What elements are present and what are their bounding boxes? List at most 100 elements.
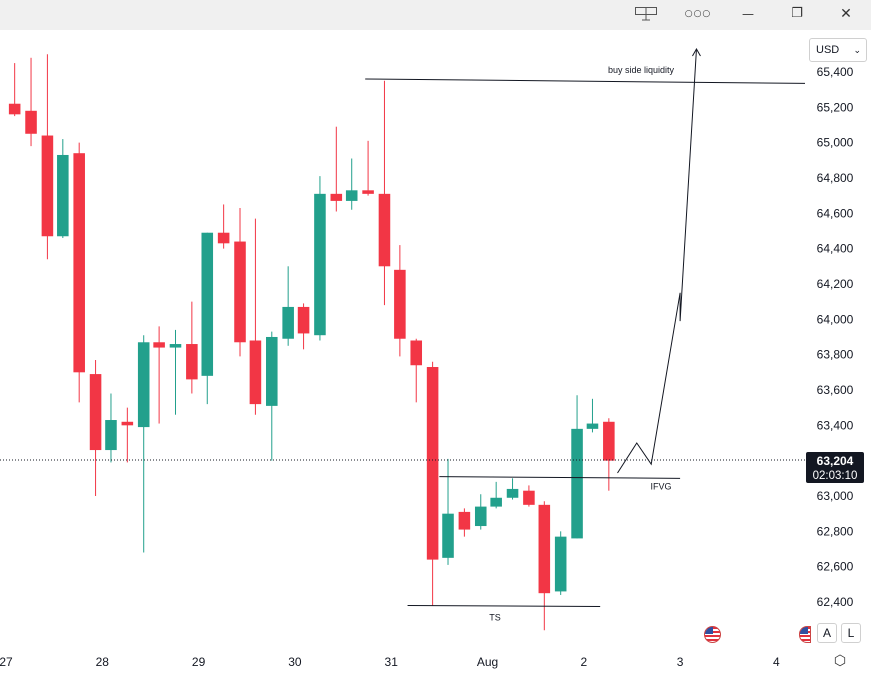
candle — [105, 393, 117, 463]
candle-body — [121, 421, 134, 426]
candle-body — [297, 306, 310, 334]
price-tick-label: 63,400 — [817, 418, 854, 432]
minimize-icon[interactable]: — — [742, 7, 754, 21]
ts-line — [407, 605, 601, 607]
candle — [571, 395, 583, 539]
candle-body — [234, 241, 246, 343]
more-icon[interactable]: ○○○ — [684, 9, 712, 19]
candle-body — [186, 344, 198, 380]
last-price-tag: 63,204 02:03:10 — [806, 452, 864, 483]
candle-body — [73, 153, 85, 373]
candle — [201, 232, 214, 405]
price-axis: 62,40062,60062,80063,00063,20063,40063,6… — [817, 65, 854, 609]
candle-body — [266, 336, 278, 406]
price-tick-label: 62,800 — [817, 524, 854, 538]
log-scale-button[interactable]: L — [841, 623, 861, 643]
candle — [8, 63, 21, 117]
price-tick-label: 63,600 — [817, 383, 854, 397]
candle — [426, 361, 439, 606]
candle — [297, 303, 310, 350]
price-tick-label: 62,600 — [817, 560, 854, 574]
candles-layer — [8, 54, 615, 631]
price-tick-label: 64,200 — [817, 277, 854, 291]
layout-icon[interactable] — [632, 0, 660, 30]
candle — [490, 481, 502, 509]
candle-body — [523, 490, 535, 505]
price-tick-label: 64,000 — [817, 312, 854, 326]
candle-body — [25, 110, 37, 134]
candle-body — [345, 190, 358, 201]
time-tick-label: 3 — [677, 655, 684, 669]
candle-body — [442, 513, 454, 558]
candle-body — [105, 420, 117, 451]
candle-body — [201, 232, 214, 376]
candle — [523, 485, 535, 507]
candle-body — [362, 190, 374, 194]
candle — [410, 338, 423, 403]
candle-body — [458, 511, 471, 530]
last-price-value: 63,204 — [817, 454, 854, 468]
currency-select[interactable]: USD ⌄ — [809, 38, 867, 62]
candle-body — [538, 504, 551, 594]
candle — [474, 494, 487, 530]
countdown-value: 02:03:10 — [813, 470, 858, 482]
candle-body — [603, 421, 615, 461]
drawings-layer: buy side liquidity IFVG TS — [0, 47, 806, 623]
candle-body — [169, 344, 182, 348]
candle-body — [554, 536, 567, 592]
candle — [538, 501, 551, 631]
time-tick-label: Aug — [477, 655, 498, 669]
window-title-bar: ○○○ — ❐ ✕ — [0, 0, 871, 30]
candle — [217, 204, 230, 249]
candle — [394, 245, 406, 357]
candle — [234, 207, 246, 357]
auto-scale-button[interactable]: A — [817, 623, 837, 643]
candle — [249, 218, 262, 415]
candle-body — [137, 342, 150, 428]
time-tick-label: 28 — [96, 655, 110, 669]
currency-label: USD — [816, 44, 840, 56]
candle-body — [474, 506, 487, 527]
candle — [41, 54, 54, 260]
candle — [458, 508, 471, 537]
buy-side-liquidity-line — [365, 78, 806, 84]
settings-gear-icon[interactable]: ⬡ — [833, 653, 847, 669]
us-flag-event-icon[interactable] — [799, 626, 811, 643]
candle-body — [571, 428, 583, 539]
price-tick-label: 64,400 — [817, 242, 854, 256]
candle — [362, 140, 374, 196]
candle — [153, 326, 165, 424]
candle — [282, 266, 294, 346]
candle — [378, 80, 391, 306]
chevron-down-icon: ⌄ — [853, 45, 861, 55]
restore-icon[interactable]: ❐ — [791, 6, 803, 21]
last-price-tag-bg — [806, 452, 864, 483]
candle-body — [89, 374, 102, 451]
buy-side-liquidity-label: buy side liquidity — [608, 65, 675, 75]
candle — [330, 126, 343, 212]
candle — [554, 531, 567, 595]
time-tick-label: 4 — [773, 655, 780, 669]
candle — [73, 142, 85, 403]
candle — [89, 359, 102, 496]
candle — [25, 57, 37, 147]
price-tick-label: 63,000 — [817, 489, 854, 503]
time-tick-label: 30 — [288, 655, 302, 669]
candle-body — [217, 232, 230, 244]
us-flag-event-icon[interactable] — [704, 626, 721, 643]
candle — [169, 329, 182, 415]
price-tick-label: 64,600 — [817, 206, 854, 220]
ts-label: TS — [489, 613, 501, 623]
candle-body — [41, 135, 54, 237]
candle-body — [586, 423, 599, 429]
candle — [57, 139, 69, 239]
time-tick-label: 29 — [192, 655, 206, 669]
candle-body — [249, 340, 262, 405]
candle-body — [282, 306, 294, 339]
price-tick-label: 65,000 — [817, 136, 854, 150]
price-tick-label: 63,800 — [817, 348, 854, 362]
projection-arrowhead — [692, 47, 701, 57]
projection-path — [617, 48, 697, 474]
close-icon[interactable]: ✕ — [840, 6, 852, 22]
